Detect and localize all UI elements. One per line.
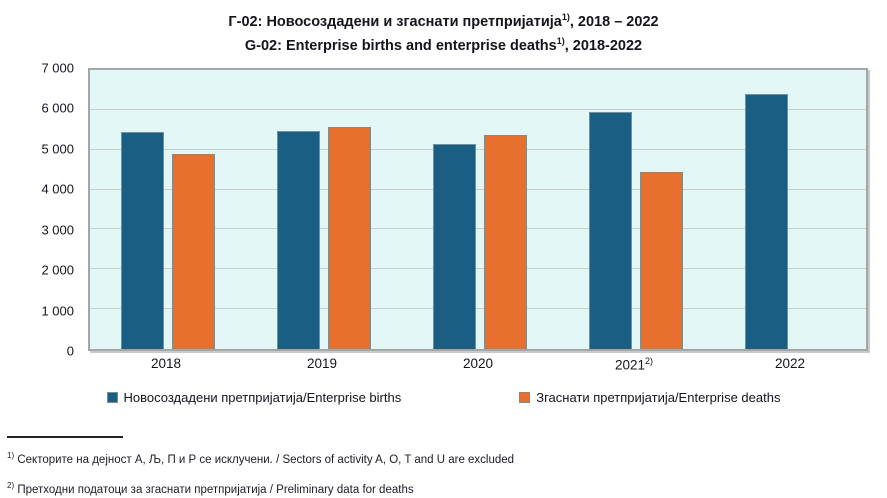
bar-2018-deaths <box>172 154 215 349</box>
legend-item-deaths: Згаснати претпријатија/Enterprise deaths <box>519 390 780 405</box>
bar-2022-births <box>745 93 788 349</box>
chart-title-en: G-02: Enterprise births and enterprise d… <box>244 35 643 54</box>
y-tick-label: 4 000 <box>41 181 74 197</box>
title-footnote-ref: 1) <box>561 12 570 22</box>
bar-2018-births <box>121 131 164 349</box>
chart-title: Г-02: Новосоздадени и згаснати претприја… <box>0 8 887 56</box>
x-axis: 2018 2019 2020 20212) 2022 <box>88 356 868 378</box>
x-tick-label: 2019 <box>306 356 338 371</box>
footnote-1: 1) Секторите на дејност А, Љ, П и Р се и… <box>7 443 877 473</box>
footnote-2-marker: 2) <box>7 480 15 490</box>
footnote-2: 2) Претходни податоци за згаснати претпр… <box>7 473 877 498</box>
bar-2020-births <box>433 143 476 349</box>
bar-2019-deaths <box>328 127 371 349</box>
x-tick-label: 2022 <box>774 356 806 371</box>
grid-line <box>90 148 866 150</box>
y-tick-label: 3 000 <box>41 222 74 238</box>
bar-2019-births <box>277 130 320 349</box>
grid-line <box>90 188 866 190</box>
legend-item-births: Новосоздадени претпријатија/Enterprise b… <box>106 390 402 405</box>
legend-label: Згаснати претпријатија/Enterprise deaths <box>536 390 781 405</box>
footnotes: 1) Секторите на дејност А, Љ, П и Р се и… <box>7 443 877 498</box>
y-axis: 0 1 000 2 000 3 000 4 000 5 000 6 000 7 000 <box>0 61 80 359</box>
bar-2021-births <box>589 111 632 349</box>
grid-line <box>90 308 866 310</box>
x-tick-label: 20212) <box>614 356 654 373</box>
y-tick-label: 2 000 <box>41 262 74 278</box>
chart-title-mk: Г-02: Новосоздадени и згаснати претприја… <box>228 12 659 30</box>
chart-legend: Новосоздадени претпријатија/Enterprise b… <box>0 390 887 405</box>
footnote-1-text: Секторите на дејност А, Љ, П и Р се искл… <box>17 453 515 466</box>
legend-swatch <box>106 392 118 403</box>
footnote-2-text: Претходни податоци за згаснати претприја… <box>17 483 414 496</box>
legend-label: Новосоздадени претпријатија/Enterprise b… <box>123 390 402 405</box>
plot-area <box>88 68 868 351</box>
y-tick-label: 5 000 <box>41 141 74 157</box>
y-tick-label: 6 000 <box>41 100 74 116</box>
y-tick-label: 1 000 <box>41 303 74 319</box>
x-tick-label: 2020 <box>462 356 494 371</box>
legend-swatch <box>519 392 531 403</box>
footnote-1-marker: 1) <box>7 451 15 460</box>
y-tick-label: 0 <box>66 343 74 359</box>
footnote-divider <box>7 436 123 438</box>
grid-line <box>90 108 866 110</box>
y-tick-label: 7 000 <box>41 60 74 76</box>
bar-2020-deaths <box>484 134 527 349</box>
bar-2021-deaths <box>640 172 683 349</box>
x-tick-label: 2018 <box>150 356 182 371</box>
title-footnote-ref: 1) <box>556 35 565 46</box>
x-tick-footnote-ref: 2) <box>645 356 654 366</box>
grid-line <box>90 268 866 270</box>
grid-line <box>90 228 866 230</box>
